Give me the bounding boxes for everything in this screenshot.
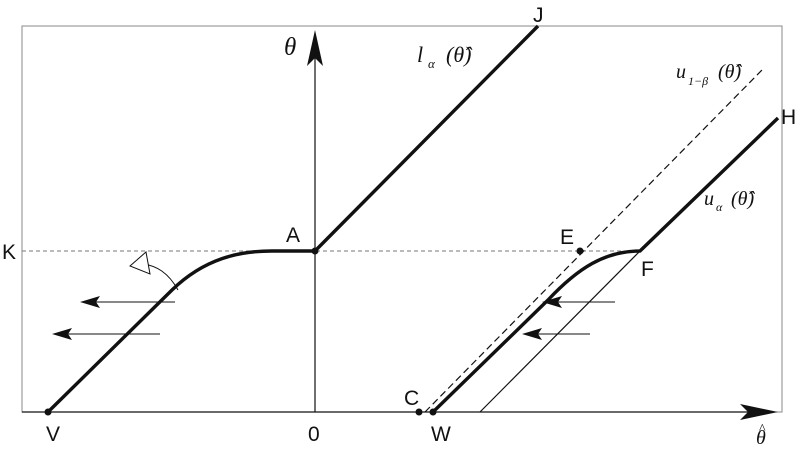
- point-e-dot: [576, 247, 584, 255]
- right-arrow-upper-head: [542, 296, 562, 308]
- u-one-minus-beta-argument: (θ̂): [718, 61, 742, 83]
- label-w: W: [431, 423, 451, 446]
- u-one-minus-beta-label: u 1−β (θ̂): [676, 61, 742, 88]
- right-arrow-lower-head: [522, 328, 542, 340]
- u-one-minus-beta-main: u: [676, 61, 686, 83]
- point-w-dot: [429, 408, 437, 416]
- label-c: C: [404, 387, 419, 410]
- u-one-minus-beta-subscript: 1−β: [688, 74, 708, 88]
- u-one-minus-beta-dashed-line: [424, 69, 763, 413]
- u-alpha-subscript: α: [716, 200, 723, 214]
- curved-open-arrow-head: [129, 251, 151, 275]
- point-c-dot: [415, 408, 423, 416]
- u-alpha-argument: (θ̂): [731, 188, 755, 210]
- label-e: E: [560, 226, 574, 249]
- thin-line-f-to-axis: [479, 250, 641, 413]
- x-axis-arrowhead: [740, 404, 778, 420]
- y-axis-arrowhead: [307, 30, 323, 66]
- point-a-dot: [311, 247, 319, 255]
- u-alpha-main: u: [704, 188, 714, 210]
- label-v: V: [46, 423, 60, 446]
- x-axis-hat-mark: ^: [759, 422, 766, 437]
- point-v-dot: [44, 408, 52, 416]
- label-a: A: [286, 224, 300, 247]
- label-h: H: [781, 106, 796, 129]
- l-alpha-label: l α (θ̂): [417, 42, 473, 71]
- l-alpha-main: l: [417, 42, 423, 67]
- left-arrow-upper-head: [80, 296, 100, 308]
- label-f: F: [641, 258, 654, 281]
- u-alpha-curve: [431, 116, 780, 414]
- plot-frame: [21, 25, 783, 413]
- label-k: K: [2, 241, 16, 264]
- u-alpha-label: u α (θ̂): [704, 188, 755, 214]
- label-j: J: [533, 4, 544, 27]
- l-alpha-curve: [46, 24, 540, 414]
- l-alpha-subscript: α: [428, 56, 436, 71]
- label-zero: 0: [308, 423, 320, 446]
- left-arrow-lower-head: [52, 328, 72, 340]
- y-axis-theta-label: θ: [284, 34, 296, 61]
- l-alpha-argument: (θ̂): [446, 42, 473, 67]
- x-axis-theta-hat-label: θ: [756, 427, 766, 449]
